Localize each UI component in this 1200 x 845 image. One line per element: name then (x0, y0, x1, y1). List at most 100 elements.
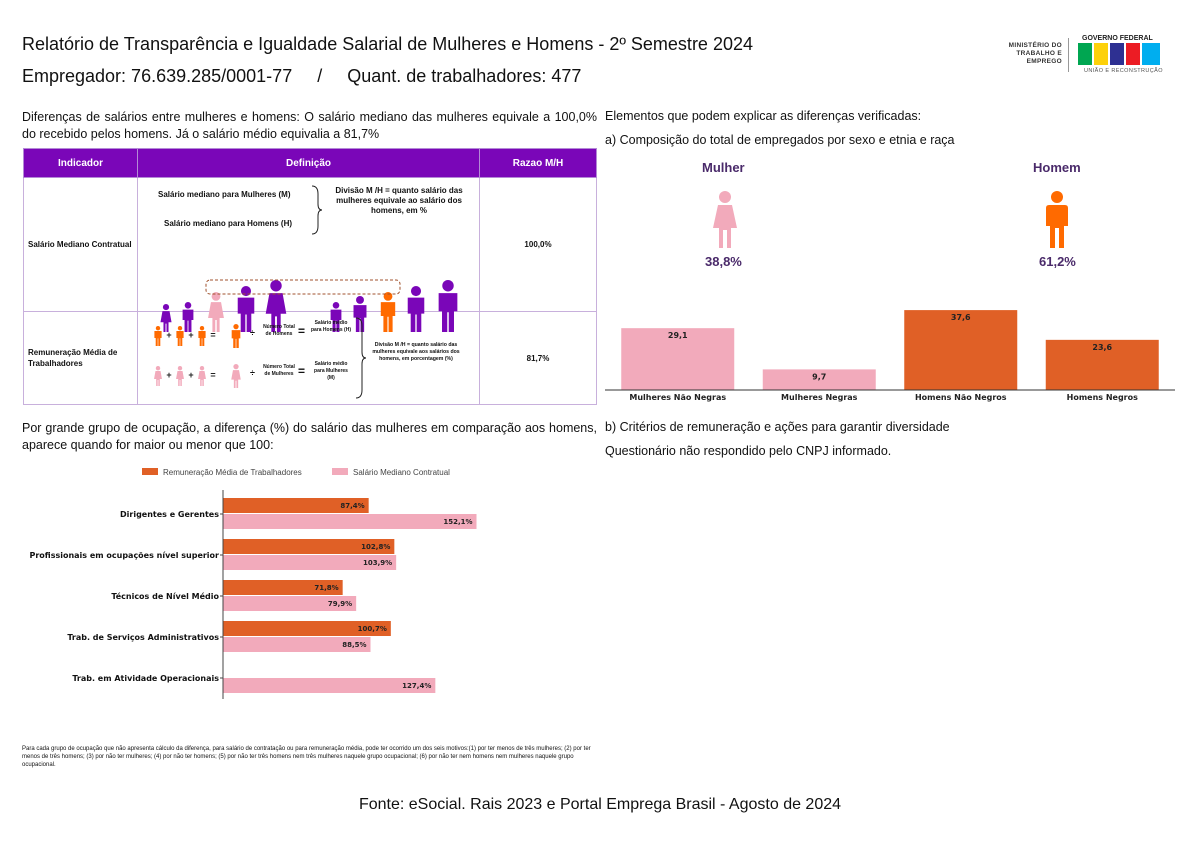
bar-value-label: 152,1% (443, 518, 472, 526)
operator-symbol: + (188, 370, 193, 380)
report-title: Relatório de Transparência e Igualdade S… (22, 34, 753, 54)
category-label: Mulheres Negras (781, 393, 858, 402)
footnote: Para cada grupo de ocupação que não apre… (22, 746, 591, 768)
men-label: Homem (1033, 160, 1081, 175)
person-icon (154, 366, 162, 386)
bar (223, 539, 395, 554)
legend-swatch (142, 468, 158, 475)
person-icon (154, 326, 162, 346)
legend-swatch (332, 468, 348, 475)
bar (621, 328, 735, 390)
bar-value-label: 100,7% (358, 625, 387, 633)
median-highlight (205, 279, 401, 295)
intro-text: Diferenças de salários entre mulheres e … (22, 110, 597, 141)
bar (223, 498, 369, 513)
divide-symbol: ÷ (250, 368, 255, 378)
bar-value-label: 127,4% (402, 682, 431, 690)
category-label: Homens Negros (1067, 393, 1138, 402)
man-icon (1046, 191, 1068, 248)
bar-value-label: 29,1 (668, 331, 688, 340)
employer-line: Empregador: 76.639.285/0001-77 / Quant. … (22, 66, 582, 86)
definition-mean: + + = + + = ÷ Número Total de Homens = Salári… (137, 311, 480, 405)
def-total-women: Número Total de Mulheres (263, 364, 295, 377)
definition-median: Salário mediano para Mulheres (M) Salári… (137, 177, 480, 332)
th-definition: Definição (137, 148, 480, 178)
bar (223, 555, 397, 570)
women-percent: 38,8% (705, 254, 742, 269)
divide-symbol: ÷ (250, 328, 255, 338)
right-title: Elementos que podem explicar as diferenç… (605, 109, 922, 123)
bar (223, 596, 357, 611)
mean-people-icons: + + = + + = (154, 324, 241, 388)
occupation-bar-chart: Remuneração Média de Trabalhadores Salári… (29, 468, 477, 699)
category-label: Trab. de Serviços Administrativos (67, 633, 219, 642)
def-division: Divisão M /H = quanto salário das mulher… (335, 186, 463, 215)
bar-value-label: 23,6 (1092, 343, 1112, 352)
bar (904, 310, 1018, 390)
category-label: Técnicos de Nível Médio (111, 591, 219, 601)
operator-symbol: + (166, 370, 171, 380)
person-icon (231, 324, 241, 348)
bar-value-label: 79,9% (328, 600, 352, 608)
legend-label: Salário Mediano Contratual (353, 468, 450, 477)
def-women-median: Salário mediano para Mulheres (M) (158, 190, 291, 199)
brace (311, 185, 323, 235)
men-percent: 61,2% (1039, 254, 1076, 269)
table-row: Salário Mediano Contratual Salário media… (23, 177, 597, 332)
ratio-mean: 81,7% (479, 311, 597, 405)
category-label: Homens Não Negros (915, 393, 1007, 402)
operator-symbol: + (166, 330, 171, 340)
category-label: Mulheres Não Negras (629, 393, 726, 402)
ministry-logo: MINISTÉRIO DO TRABALHO E EMPREGO (1008, 42, 1062, 65)
bar-value-label: 102,8% (361, 543, 390, 551)
bar (762, 369, 876, 390)
indicator-label: Salário Mediano Contratual (23, 177, 138, 312)
brasil-logo (1078, 43, 1160, 65)
gov-label: GOVERNO FEDERAL (1082, 35, 1153, 42)
table-row: Remuneração Média de Trabalhadores + + = + +… (23, 311, 597, 405)
union-label: UNIÃO E RECONSTRUÇÃO (1084, 68, 1163, 74)
person-icon (176, 366, 184, 386)
person-icon (231, 364, 241, 388)
operator-symbol: = (210, 370, 215, 380)
def-men-median: Salário mediano para Homens (H) (164, 219, 293, 228)
bar-value-label: 71,8% (314, 584, 338, 592)
person-icon (198, 366, 206, 386)
source-text: Fonte: eSocial. Rais 2023 e Portal Empre… (358, 796, 842, 813)
bar (223, 580, 343, 595)
operator-symbol: + (188, 330, 193, 340)
th-indicator: Indicador (23, 148, 138, 178)
bar-value-label: 87,4% (340, 502, 364, 510)
equals-symbol: = (298, 324, 306, 338)
occupation-title: Por grande grupo de ocupação, a diferenç… (22, 421, 597, 452)
def-mean-women: Salário médio para Mulheres (M) (314, 361, 348, 381)
indicator-table: Indicador Definição Razao M/H Salário Me… (23, 148, 597, 405)
no-answer-text: Questionário não respondido pelo CNPJ in… (605, 444, 892, 458)
bar (223, 637, 371, 652)
ratio-median: 100,0% (479, 177, 597, 312)
bar (223, 621, 391, 636)
category-label: Dirigentes e Gerentes (120, 510, 219, 519)
bar (1045, 339, 1159, 390)
bar-value-label: 103,9% (363, 559, 392, 567)
brace (355, 317, 367, 399)
th-ratio: Razao M/H (479, 148, 597, 178)
operator-symbol: = (210, 330, 215, 340)
composition-bar-chart: 29,1 Mulheres Não Negras 9,7 Mulheres Negra… (605, 310, 1175, 402)
criteria-subtitle: b) Critérios de remuneração e ações para… (605, 420, 950, 434)
logo-divider (1068, 38, 1069, 72)
bar-value-label: 9,7 (812, 372, 826, 381)
def-total-men: Número Total de Homens (263, 324, 295, 337)
def-division-mean: Divisão M /H = quanto salário das mulher… (372, 342, 460, 362)
bar (223, 514, 477, 529)
composition-subtitle: a) Composição do total de empregados por… (605, 133, 955, 147)
bar-value-label: 88,5% (342, 641, 366, 649)
women-label: Mulher (702, 160, 745, 175)
bar (223, 678, 436, 693)
indicator-label: Remuneração Média de Trabalhadores (23, 311, 138, 405)
person-icon (176, 326, 184, 346)
category-label: Trab. em Atividade Operacionais (72, 674, 219, 683)
def-mean-men: Salário médio para Homens (H) (310, 320, 351, 333)
legend-label: Remuneração Média de Trabalhadores (163, 468, 302, 477)
bar-value-label: 37,6 (951, 313, 971, 322)
